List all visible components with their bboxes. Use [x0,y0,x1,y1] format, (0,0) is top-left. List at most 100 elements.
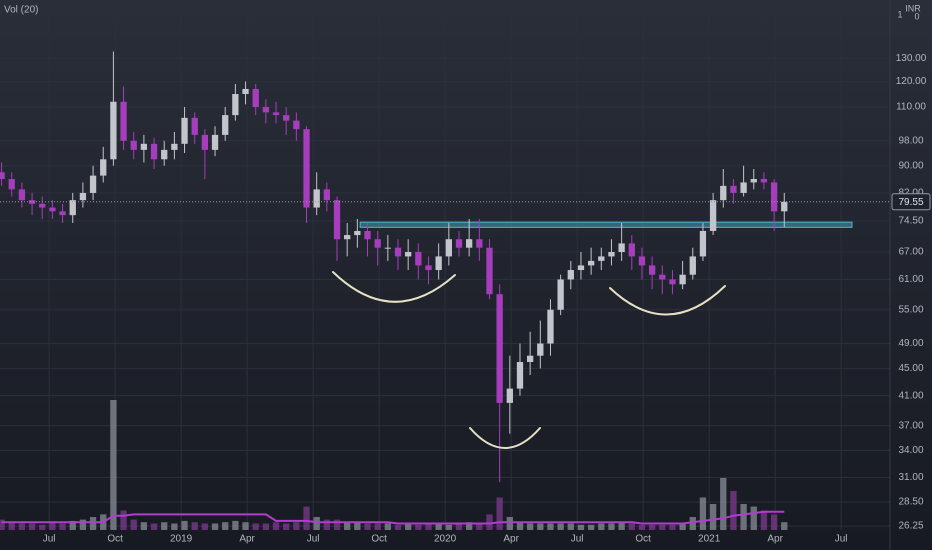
volume-bar [262,523,270,530]
volume-bar [445,524,452,530]
candle-body [669,279,676,285]
volume-bar [49,522,56,530]
indicator-label: Vol (20) [4,5,38,16]
volume-bar [577,524,585,530]
y-tick-label: 120.00 [896,76,927,87]
grid [0,0,890,530]
x-tick-label: Jul [43,534,56,545]
candle-body [28,200,36,204]
volume-bar [689,517,696,530]
volume-bar [150,523,158,530]
x-tick-label: Oct [635,534,651,545]
volume-bar [537,523,544,530]
volume-bar [618,522,625,530]
candle-body [466,239,473,248]
candle-body [242,88,249,95]
volume-bar [364,523,371,530]
candle-body [283,115,290,121]
volume-bar [18,523,26,530]
last-price-box [891,193,931,211]
candle-body [313,189,320,208]
volume-bar [435,523,442,530]
y-tick-label: 26.25 [898,521,923,532]
volume-bar [69,520,76,530]
candle-body [272,112,280,116]
y-tick-label: 74.50 [898,216,923,227]
candle-body [201,134,209,150]
candle-body [405,252,412,257]
y-tick-label: 61.00 [898,274,923,285]
candle-body [262,107,270,113]
y-tick-label: 41.00 [898,390,923,401]
volume-bar [760,510,768,530]
y-tick-label: 90.00 [898,160,923,171]
right-shoulder-curve [609,285,726,316]
y-tick-label: 55.00 [898,304,923,315]
corner-label: 1 [897,9,902,19]
y-tick-label: 130.00 [896,53,927,64]
candle-body [476,239,483,248]
candle-body [587,260,595,266]
volume-bar [0,519,5,530]
candle-body [415,252,422,266]
volume-bar [211,523,219,530]
resistance-zone [359,221,853,228]
candle-body [750,179,757,183]
candle-body [547,309,554,344]
candle-body [79,192,87,201]
candle-body [374,239,381,248]
volume-bar [130,519,137,530]
candle-body [557,279,564,310]
volume-bar [313,517,320,530]
x-tick-label: 2021 [698,534,721,545]
volume-bar [161,522,168,530]
candle-body [171,143,178,150]
volume-bar [201,523,209,530]
volume-bar [110,400,117,530]
candle-body [760,179,768,183]
volume-bar [79,519,87,530]
candle-body [537,343,544,356]
volume-bar [283,523,290,530]
candle-body [333,200,341,240]
volume-bar [466,522,473,530]
candle-body [211,134,219,150]
volume-bar [303,506,310,530]
y-tick-label: 49.00 [898,338,923,349]
y-tick-label: 110.00 [896,102,926,113]
candle-body [18,189,26,201]
x-tick-label: 2020 [434,534,457,545]
volume-bar [323,519,331,530]
candle-body [709,200,717,231]
candle-body [120,101,127,141]
y-tick-label: 31.00 [898,472,923,483]
corner-label: 0 [914,11,919,21]
candle-body [150,143,158,160]
volume-bar [628,523,635,530]
x-tick-label: Apr [767,534,783,545]
candle-body [679,274,686,285]
x-tick-label: 2019 [170,534,193,545]
candle-body [222,115,229,135]
candle-body [191,117,198,135]
y-tick-label: 37.00 [898,420,923,431]
candle-body [628,243,635,257]
zone-layer [359,221,853,228]
candle-body [781,201,788,212]
candle-body [293,120,300,130]
volume-bar [272,522,280,530]
y-tick-label: 98.00 [898,135,923,146]
candle-body [699,230,707,257]
volume-bar [232,520,239,530]
left-shoulder-curve [332,271,456,303]
candle-body [0,172,5,180]
volume-bar [425,523,432,530]
volume-bar [455,523,463,530]
head-curve [469,427,541,449]
volume-bar [415,524,422,530]
candle-body [110,101,117,160]
y-tick-label: 34.00 [898,445,923,456]
volume-bar [171,523,178,530]
candle-body [59,211,66,216]
